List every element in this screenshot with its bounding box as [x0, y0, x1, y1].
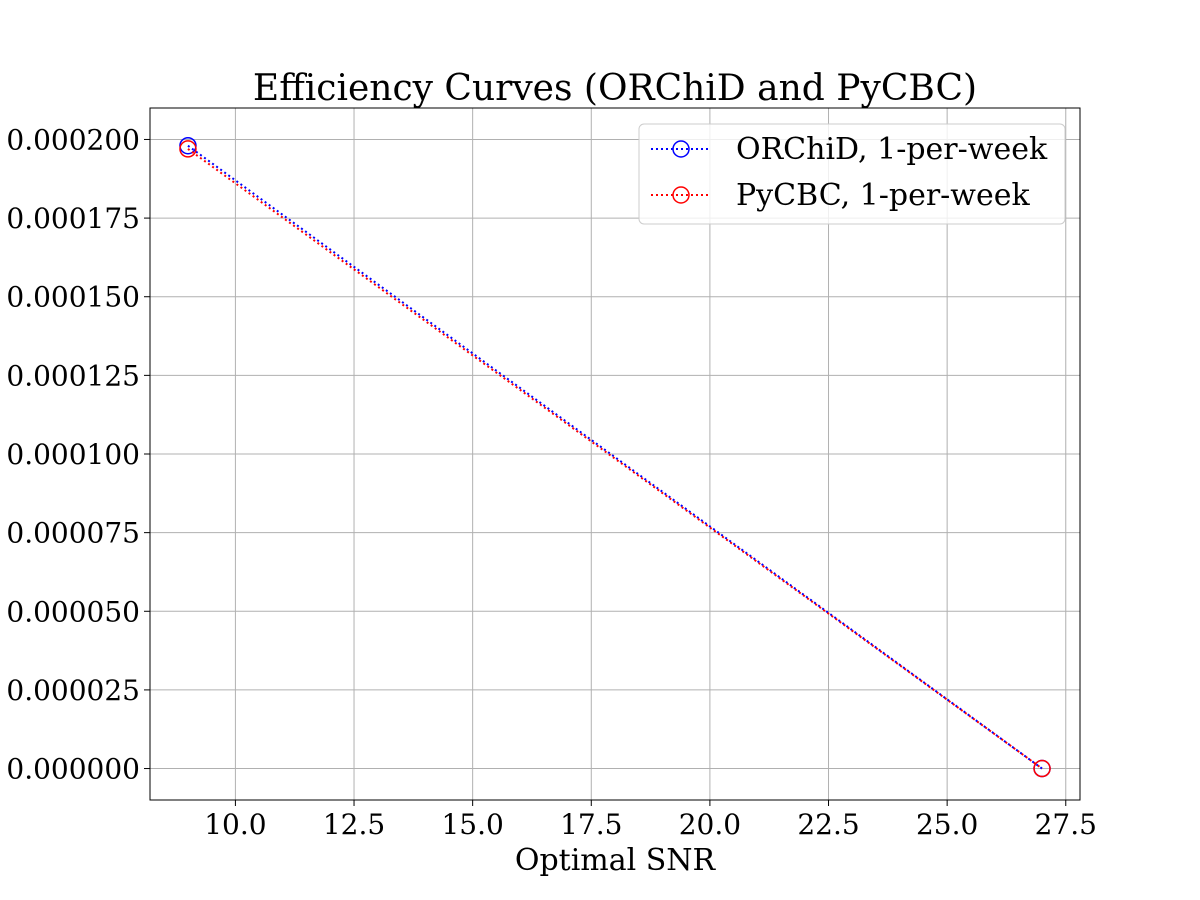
- legend: ORChiD, 1-per-week PyCBC, 1-per-week: [638, 123, 1066, 225]
- x-tick-label: 15.0: [441, 808, 503, 841]
- chart-title: Efficiency Curves (ORChiD and PyCBC): [253, 68, 977, 109]
- y-tick-label: 0.000025: [6, 674, 140, 707]
- y-tick-label: 0.000000: [6, 753, 140, 786]
- x-tick-label: 12.5: [323, 808, 385, 841]
- legend-marker: [672, 186, 690, 204]
- y-tick-label: 0.000175: [6, 202, 140, 235]
- legend-label: ORChiD, 1-per-week: [736, 132, 1048, 167]
- legend-item: ORChiD, 1-per-week: [651, 132, 1048, 167]
- series-line: [187, 144, 1043, 770]
- y-tick-label: 0.000150: [6, 281, 140, 314]
- series-1: [179, 140, 1051, 778]
- series-line: [187, 148, 1043, 770]
- y-tick-label: 0.000125: [6, 359, 140, 392]
- series-point: [1033, 759, 1051, 778]
- legend-label: PyCBC, 1-per-week: [736, 178, 1030, 213]
- grid: [150, 108, 1080, 800]
- x-tick-label: 22.5: [797, 808, 859, 841]
- x-axis-label: Optimal SNR: [515, 843, 717, 878]
- y-tick-label: 0.000075: [6, 517, 140, 550]
- legend-item: PyCBC, 1-per-week: [651, 178, 1030, 213]
- series-lines: [179, 136, 1051, 778]
- x-axis-ticks: 10.0 12.5 15.0 17.5 20.0 22.5 25.0 27.5: [204, 800, 1097, 841]
- x-tick-label: 10.0: [204, 808, 266, 841]
- x-tick-label: 20.0: [679, 808, 741, 841]
- legend-marker: [672, 140, 690, 158]
- x-tick-label: 17.5: [560, 808, 622, 841]
- y-axis-ticks: 0.000000 0.000025 0.000050 0.000075 0.000100…: [6, 123, 150, 786]
- y-tick-label: 0.000050: [6, 595, 140, 628]
- series-point: [179, 140, 197, 158]
- x-tick-label: 27.5: [1035, 808, 1097, 841]
- y-tick-label: 0.000200: [6, 123, 140, 156]
- legend-box: [638, 123, 1066, 225]
- y-tick-label: 0.000100: [6, 438, 140, 471]
- x-tick-label: 25.0: [916, 808, 978, 841]
